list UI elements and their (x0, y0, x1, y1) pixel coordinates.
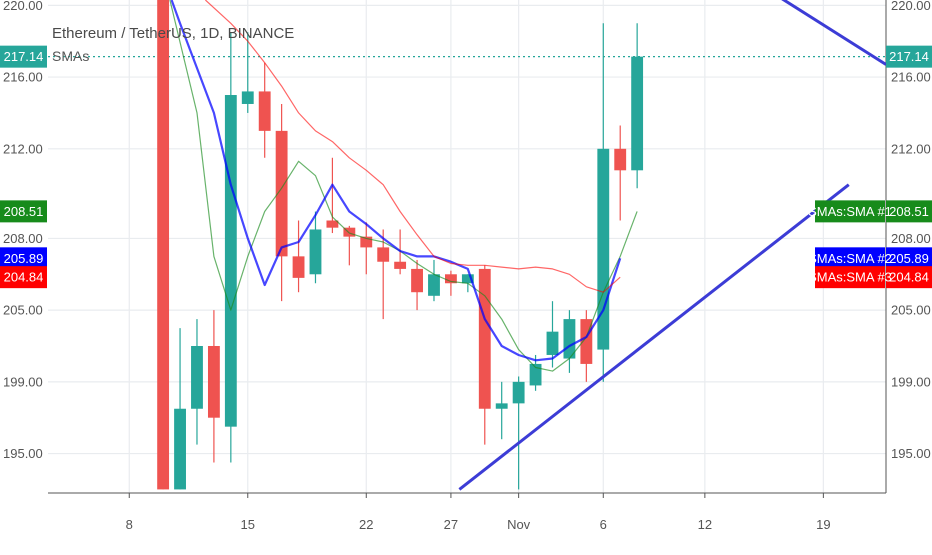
candle-body (394, 261, 407, 269)
sma-3-line (204, 0, 621, 293)
x-tick-label: 19 (816, 517, 830, 532)
series-tag-text: SMAs:SMA #2 (808, 251, 892, 266)
y-tick-label-right: 208.00 (891, 231, 931, 246)
price-tag-left-bg (0, 266, 47, 289)
price-tag-right-bg (886, 45, 932, 68)
candle-body (157, 0, 170, 490)
series-tag-bg (815, 266, 885, 289)
price-tag-left: 204.84 (0, 266, 47, 289)
y-tick-label-right: 205.00 (891, 303, 931, 318)
x-tick-label: 15 (241, 517, 255, 532)
symbol-title: Ethereum / TetherUS, 1D, BINANCE (52, 25, 295, 42)
price-tag-right: 217.14 (886, 45, 932, 68)
candle-body (529, 363, 542, 386)
series-tag-bg (815, 247, 885, 270)
y-tick-label-left: 205.00 (3, 303, 43, 318)
trendline (458, 183, 850, 491)
candle-body (495, 403, 508, 409)
price-tag-right-bg (886, 247, 932, 270)
series-tag-bg (815, 200, 885, 223)
grid-lines (48, 0, 886, 493)
chart-legend: Ethereum / TetherUS, 1D, BINANCE SMAs (52, 23, 294, 67)
candle-body (597, 148, 610, 350)
candle-body (580, 319, 593, 364)
candle-body (343, 227, 356, 237)
y-tick-label-right: 199.00 (891, 374, 931, 389)
indicator-name: SMAs (52, 48, 90, 64)
price-tag-right: 205.89 (886, 247, 932, 270)
x-tick-label: Nov (507, 517, 531, 532)
series-tag-text: SMAs:SMA #1 (808, 204, 892, 219)
price-tag-left: 217.14 (0, 45, 47, 68)
candle-body (563, 319, 576, 359)
candle-body (614, 148, 627, 171)
price-tag-left-bg (0, 200, 47, 223)
sma-2-line (170, 0, 622, 362)
candle-body (258, 91, 271, 131)
candle-body (444, 274, 457, 284)
candle-body (174, 408, 186, 490)
y-tick-label-right: 195.00 (891, 446, 931, 461)
price-tag-left-bg (0, 45, 47, 68)
price-tag-left-bg (0, 247, 47, 270)
x-tick-label: 8 (126, 517, 133, 532)
y-tick-label-left: 199.00 (3, 374, 43, 389)
series-tag: SMAs:SMA #1 (808, 200, 892, 223)
candle-body (309, 229, 322, 275)
candle-body (546, 331, 559, 355)
price-tag-right-text: 217.14 (889, 49, 929, 64)
candle-body (428, 274, 440, 296)
y-tick-label-left: 208.00 (3, 231, 43, 246)
y-tick-label-left: 216.00 (3, 70, 43, 85)
candle-body (631, 56, 644, 171)
price-tag-right: 204.84 (886, 266, 932, 289)
x-tick-label: 22 (359, 517, 373, 532)
price-tag-left-text: 208.51 (4, 204, 44, 219)
sma-1-line (169, 0, 638, 372)
y-tick-label-left: 195.00 (3, 446, 43, 461)
series-tag: SMAs:SMA #2 (808, 247, 892, 270)
x-tick-label: 27 (444, 517, 458, 532)
candle-body (292, 256, 305, 278)
candle-body (224, 95, 237, 427)
price-tag-left: 208.51 (0, 200, 47, 223)
price-tag-right: 208.51 (886, 200, 932, 223)
x-tick-label: 6 (600, 517, 607, 532)
candle-body (512, 381, 525, 404)
candle-body (191, 345, 203, 409)
candle-body (360, 236, 373, 248)
candle-body (478, 268, 491, 409)
y-tick-label-left: 212.00 (3, 141, 43, 156)
price-tag-right-bg (886, 200, 932, 223)
plot-area (48, 0, 886, 491)
x-tick-label: 12 (698, 517, 712, 532)
price-tag-right-text: 208.51 (889, 204, 929, 219)
series-tag: SMAs:SMA #3 (808, 266, 892, 289)
price-tag-left-text: 217.14 (4, 49, 44, 64)
y-tick-label-right: 212.00 (891, 141, 931, 156)
y-tick-label-right: 216.00 (891, 70, 931, 85)
candle-body (207, 345, 220, 418)
candle-body (411, 268, 423, 293)
price-tag-left: 205.89 (0, 247, 47, 270)
price-tag-right-text: 205.89 (889, 251, 929, 266)
candle-body (377, 247, 390, 262)
price-tag-right-text: 204.84 (889, 270, 929, 285)
trendline (781, 0, 886, 66)
candle-body (241, 91, 254, 104)
candle-body (275, 130, 288, 257)
y-tick-label-left: 220.00 (3, 0, 43, 13)
price-tag-right-bg (886, 266, 932, 289)
y-tick-label-right: 220.00 (891, 0, 931, 13)
price-tag-left-text: 205.89 (4, 251, 44, 266)
price-tag-left-text: 204.84 (4, 270, 44, 285)
series-tag-text: SMAs:SMA #3 (808, 270, 892, 285)
candle-body (461, 274, 474, 284)
candle-body (326, 220, 339, 228)
